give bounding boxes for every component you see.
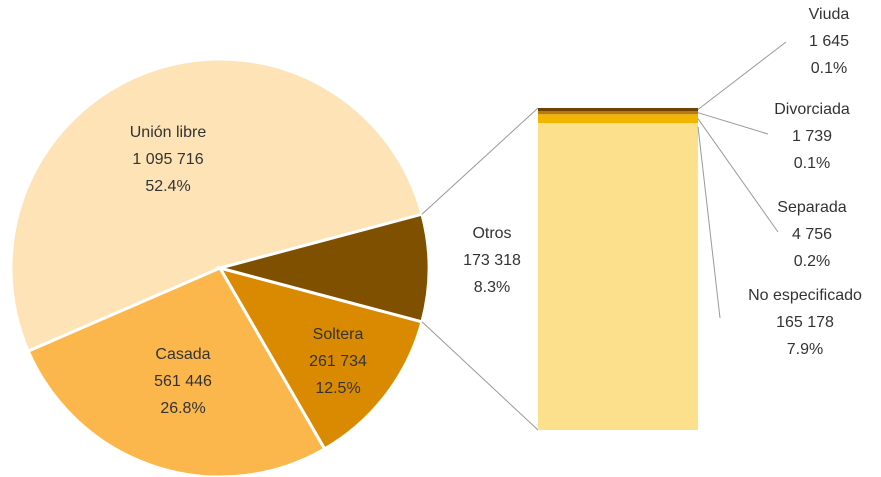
leader-line: [697, 41, 787, 110]
leader-line: [697, 112, 769, 135]
slice-label: Soltera: [313, 326, 364, 343]
connector: [421, 107, 539, 215]
slice-percent: 52.4%: [145, 178, 190, 195]
slice-value: 173 318: [463, 252, 521, 269]
bar-value: 1 739: [792, 128, 832, 145]
slice-label: Unión libre: [130, 124, 207, 141]
pie-slice: [26, 266, 327, 477]
pie-slice: [214, 212, 431, 324]
bar-segment: [538, 108, 698, 112]
leader-line: [697, 118, 779, 233]
bar-label: No especificado: [748, 287, 862, 304]
bar-percent: 0.1%: [794, 155, 830, 172]
bar-value: 1 645: [809, 33, 849, 50]
slice-percent: 26.8%: [160, 400, 205, 417]
bar-value: 4 756: [792, 226, 832, 243]
bar-segment: [538, 111, 698, 115]
bar-segment: [538, 123, 698, 430]
slice-percent: 8.3%: [474, 279, 510, 296]
slice-percent: 12.5%: [315, 380, 360, 397]
pie-slice: [216, 265, 424, 451]
slice-label: Otros: [472, 225, 511, 242]
connector: [421, 321, 539, 431]
bar-label: Separada: [777, 199, 846, 216]
slice-value: 561 446: [154, 373, 212, 390]
slice-label: Casada: [155, 346, 210, 363]
bar-value: 165 178: [776, 314, 834, 331]
bar-segment: [538, 114, 698, 124]
bar-percent: 0.2%: [794, 253, 830, 270]
bar-percent: 0.1%: [811, 60, 847, 77]
bar-label: Viuda: [809, 6, 850, 23]
leader-line: [697, 126, 721, 319]
bar-label: Divorciada: [774, 101, 850, 118]
slice-value: 261 734: [309, 353, 367, 370]
bar-percent: 7.9%: [787, 341, 823, 358]
slice-value: 1 095 716: [132, 151, 203, 168]
pie-slice: [9, 57, 424, 354]
